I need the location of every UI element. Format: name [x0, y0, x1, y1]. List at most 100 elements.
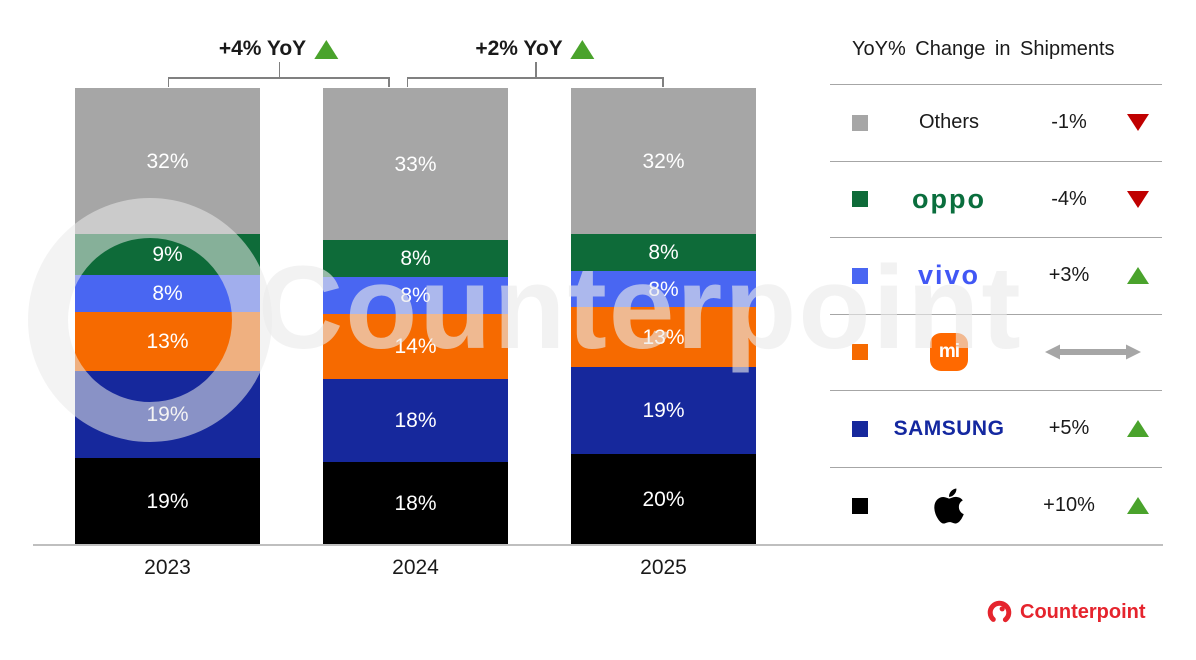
down-triangle-icon — [1114, 190, 1162, 208]
segment-2025-samsung: 19% — [571, 366, 756, 454]
up-triangle-icon — [1114, 420, 1162, 438]
bracket-line — [406, 77, 664, 79]
flat-arrow-icon — [1024, 344, 1162, 360]
segment-2024-apple: 18% — [323, 461, 508, 545]
x-axis-line — [33, 544, 1163, 546]
samsung-wordmark: SAMSUNG — [893, 416, 1005, 440]
legend-row-apple: +10% — [830, 468, 1162, 545]
segment-2025-vivo: 8% — [571, 270, 756, 308]
segment-value-label: 32% — [642, 149, 685, 173]
segment-value-label: 20% — [642, 487, 685, 511]
segment-value-label: 8% — [400, 284, 431, 308]
x-axis-label-2023: 2023 — [144, 556, 191, 579]
up-triangle-icon — [314, 39, 339, 59]
segment-2024-xiaomi: 14% — [323, 314, 508, 379]
brand-logo-oppo: oppo — [874, 184, 1024, 215]
brand-logo-samsung: SAMSUNG — [874, 417, 1024, 441]
segment-2025-oppo: 8% — [571, 234, 756, 271]
legend-change-value: +3% — [1048, 264, 1090, 287]
segment-value-label: 8% — [400, 247, 431, 271]
segment-value-label: 18% — [394, 408, 437, 432]
segment-value-label: 8% — [648, 241, 679, 264]
up-triangle-icon — [1127, 267, 1149, 285]
segment-value-label: 9% — [152, 243, 183, 267]
segment-2023-xiaomi: 13% — [75, 311, 260, 372]
segment-value-label: 13% — [642, 325, 685, 349]
yoy-annotation-label: +2% YoY — [475, 36, 595, 62]
up-triangle-icon — [570, 39, 595, 59]
legend-change-value: -4% — [1051, 187, 1087, 210]
legend-swatch-samsung — [852, 420, 868, 437]
down-triangle-icon — [1127, 114, 1149, 132]
segment-2023-others: 32% — [75, 88, 260, 235]
legend-row-samsung: SAMSUNG +5% — [830, 391, 1162, 468]
x-axis-label-2025: 2025 — [640, 556, 687, 579]
brand-logo-xiaomi: mi — [874, 333, 1024, 372]
legend-swatch-xiaomi — [852, 344, 868, 361]
legend-rows: Others -1% oppo -4% vivo +3% mi SAMSUNG +5% +10% — [830, 85, 1162, 544]
bracket-line — [167, 77, 390, 79]
vivo-wordmark: vivo — [917, 260, 981, 291]
segment-2025-apple: 20% — [571, 453, 756, 545]
counterpoint-logo-text: Counterpoint — [1020, 601, 1146, 623]
down-triangle-icon — [1127, 190, 1149, 208]
oppo-wordmark: oppo — [912, 183, 986, 214]
legend-title: YoY% Change in Shipments — [830, 38, 1162, 85]
segment-value-label: 13% — [146, 330, 189, 354]
brand-logo-vivo: vivo — [874, 260, 1024, 291]
legend-row-oppo: oppo -4% — [830, 162, 1162, 238]
bracket-line — [278, 62, 280, 77]
up-triangle-icon — [1114, 267, 1162, 285]
legend-swatch-apple — [852, 497, 868, 514]
bar-2023: 32% 9% 8% 13% 19% 19% — [75, 88, 260, 545]
brand-logo-others: Others — [874, 111, 1024, 134]
legend-row-vivo: vivo +3% — [830, 238, 1162, 315]
brand-logo-apple — [874, 486, 1024, 526]
segment-value-label: 33% — [394, 152, 437, 176]
segment-2024-samsung: 18% — [323, 378, 508, 462]
legend-row-xiaomi: mi — [830, 315, 1162, 391]
segment-2023-samsung: 19% — [75, 371, 260, 459]
legend-swatch-vivo — [852, 267, 868, 284]
down-triangle-icon — [1114, 114, 1162, 132]
legend-panel: YoY% Change in Shipments Others -1% oppo -4… — [830, 38, 1162, 544]
segment-value-label: 18% — [394, 491, 437, 515]
bar-2024: 33% 8% 8% 14% 18% 18% — [323, 88, 508, 545]
x-axis-label-2024: 2024 — [392, 556, 439, 579]
yoy-annotation-label: +4% YoY — [218, 36, 339, 62]
bracket-line — [662, 77, 664, 87]
segment-2023-apple: 19% — [75, 458, 260, 545]
segment-value-label: 19% — [146, 490, 189, 514]
legend-change-value: +10% — [1043, 494, 1095, 517]
segment-2024-others: 33% — [323, 88, 508, 241]
segment-value-label: 14% — [394, 334, 437, 358]
xiaomi-mi-logo: mi — [930, 333, 968, 372]
legend-swatch-oppo — [852, 191, 868, 208]
bar-2025: 32% 8% 8% 13% 19% 20% — [571, 88, 756, 545]
segment-value-label: 32% — [146, 149, 189, 173]
segment-value-label: 8% — [152, 282, 183, 306]
segment-value-label: 19% — [146, 403, 189, 427]
segment-value-label: 8% — [648, 277, 679, 301]
segment-2024-vivo: 8% — [323, 277, 508, 315]
legend-swatch-others — [852, 114, 868, 131]
segment-2023-vivo: 8% — [75, 275, 260, 312]
apple-logo-icon — [934, 488, 964, 524]
brand-label-others: Others — [918, 111, 980, 134]
counterpoint-logo: Counterpoint — [986, 599, 1146, 626]
legend-row-others: Others -1% — [830, 85, 1162, 162]
segment-2023-oppo: 9% — [75, 234, 260, 276]
legend-change-value: -1% — [1051, 111, 1087, 134]
bracket-line — [388, 77, 390, 87]
segment-2025-others: 32% — [571, 88, 756, 235]
segment-value-label: 19% — [642, 398, 685, 422]
segment-2025-xiaomi: 13% — [571, 307, 756, 367]
counterpoint-logo-mark-icon — [986, 599, 1013, 626]
up-triangle-icon — [1127, 497, 1149, 515]
segment-2024-oppo: 8% — [323, 240, 508, 278]
bracket-line — [535, 62, 537, 77]
yoy-change-text: +2% YoY — [475, 37, 563, 60]
up-triangle-icon — [1127, 420, 1149, 438]
yoy-change-text: +4% YoY — [218, 37, 307, 60]
